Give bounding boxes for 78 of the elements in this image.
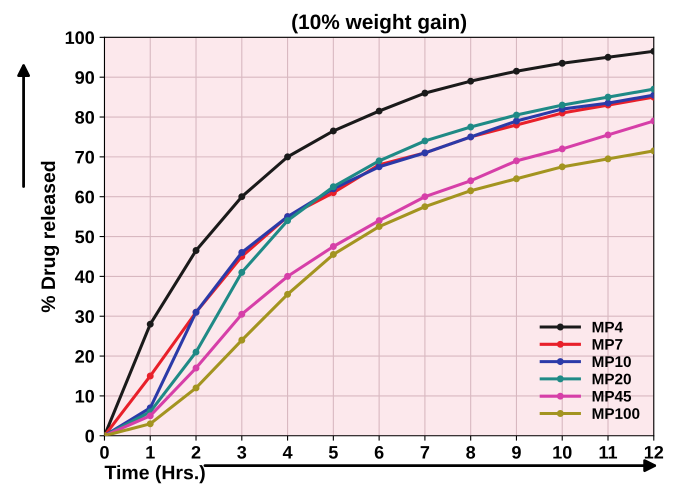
point <box>604 131 612 138</box>
x-tick-label: 8 <box>466 446 476 459</box>
y-tick-label: 80 <box>75 110 94 124</box>
y-tick-label: 20 <box>75 350 94 363</box>
point <box>330 243 337 250</box>
legend-label: MP4 <box>592 322 623 332</box>
point <box>376 108 383 115</box>
y-tick-label: 10 <box>76 390 94 403</box>
point <box>604 155 612 162</box>
point <box>467 177 474 184</box>
point <box>467 187 474 194</box>
legend-label: MP10 <box>592 356 631 368</box>
point <box>146 372 154 380</box>
point <box>558 145 566 152</box>
x-tick-label: 9 <box>512 446 521 459</box>
point <box>238 268 246 276</box>
point <box>146 420 154 428</box>
x-tick-label: 4 <box>282 446 292 459</box>
x-tick-label: 6 <box>374 446 384 459</box>
point <box>146 412 154 420</box>
point <box>238 310 246 318</box>
y-tick-label: 60 <box>75 190 94 204</box>
legend-label: MP20 <box>592 374 631 384</box>
y-tick-label: 70 <box>75 150 94 164</box>
point <box>512 118 520 124</box>
point <box>604 54 612 61</box>
point <box>604 94 612 101</box>
point <box>238 249 246 256</box>
y-tick-label: 100 <box>66 31 94 44</box>
x-tick-label: 11 <box>600 446 618 459</box>
point <box>284 272 292 280</box>
point <box>512 175 520 182</box>
point <box>146 320 154 328</box>
point <box>558 102 566 109</box>
point <box>421 193 428 200</box>
x-axis-title: Time (Hrs.) <box>104 465 205 484</box>
point <box>376 223 383 230</box>
point <box>512 157 520 164</box>
point <box>330 128 337 134</box>
x-tick-label: 5 <box>328 446 338 459</box>
point <box>238 336 246 344</box>
point <box>421 90 428 97</box>
y-tick-label: 0 <box>85 430 94 442</box>
point <box>192 348 200 356</box>
point <box>238 193 246 200</box>
y-axis-title: % Drug released <box>40 162 60 312</box>
point <box>421 203 428 210</box>
point <box>558 60 566 67</box>
x-tick-label: 12 <box>644 446 664 459</box>
legend-label: MP45 <box>592 391 632 402</box>
x-tick-label: 1 <box>146 446 155 459</box>
point <box>421 137 428 144</box>
point <box>284 217 292 224</box>
point <box>512 112 520 119</box>
x-tick-label: 7 <box>420 446 430 459</box>
point <box>376 217 383 224</box>
y-tick-label: 90 <box>75 71 94 84</box>
point <box>284 290 292 298</box>
point <box>512 68 520 75</box>
point <box>192 247 200 254</box>
y-tick-label: 40 <box>74 270 94 284</box>
x-tick-label: 3 <box>237 446 246 459</box>
point <box>467 124 474 130</box>
point <box>192 384 200 392</box>
point <box>330 251 337 258</box>
point <box>284 153 292 160</box>
y-tick-label: 30 <box>75 310 94 323</box>
point <box>558 163 566 170</box>
chart-title: (10% weight gain) <box>292 14 466 34</box>
legend-label: MP7 <box>592 339 622 350</box>
y-tick-label: 50 <box>75 230 94 244</box>
point <box>467 78 474 85</box>
x-tick-label: 0 <box>100 446 109 459</box>
x-tick-label: 10 <box>553 446 572 459</box>
x-tick-label: 2 <box>192 446 200 459</box>
point <box>376 157 383 164</box>
point <box>192 364 200 372</box>
legend-label: MP100 <box>592 408 640 419</box>
